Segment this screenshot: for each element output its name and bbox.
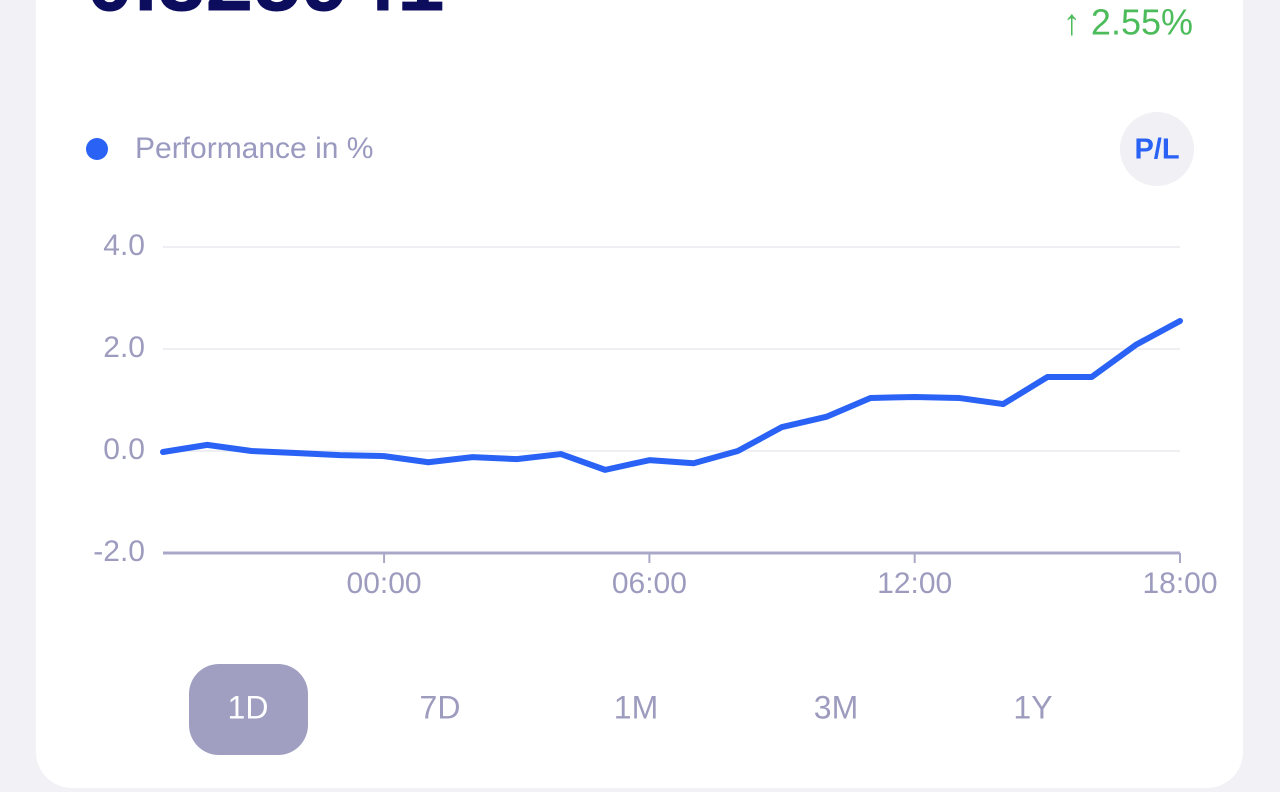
y-tick-label: -2.0: [93, 535, 145, 568]
legend-dot: [86, 138, 108, 160]
performance-line: [160, 317, 1183, 473]
y-tick-label: 0.0: [103, 433, 145, 466]
period-button[interactable]: 3M: [814, 689, 858, 725]
x-tick-label: 12:00: [877, 567, 952, 600]
period-button[interactable]: 1D: [228, 689, 269, 725]
y-tick-label: 4.0: [103, 229, 145, 262]
period-button[interactable]: 1Y: [1013, 689, 1052, 725]
y-tick-label: 2.0: [103, 331, 145, 364]
pl-button[interactable]: P/L: [1120, 112, 1194, 186]
period-button[interactable]: 7D: [420, 689, 461, 725]
x-tick-label: 18:00: [1142, 567, 1217, 600]
x-tick-label: 06:00: [612, 567, 687, 600]
x-tick-label: 00:00: [347, 567, 422, 600]
pl-button-bg[interactable]: [1120, 112, 1194, 186]
pl-button-label[interactable]: P/L: [1134, 134, 1179, 166]
legend-label: Performance in %: [135, 132, 373, 165]
card: [36, 0, 1243, 788]
balance-value: 0.325941: [86, 0, 445, 30]
period-button-selected-bg[interactable]: [189, 664, 308, 755]
change-percent: ↑ 2.55%: [1063, 2, 1193, 43]
period-button[interactable]: 1M: [614, 689, 658, 725]
